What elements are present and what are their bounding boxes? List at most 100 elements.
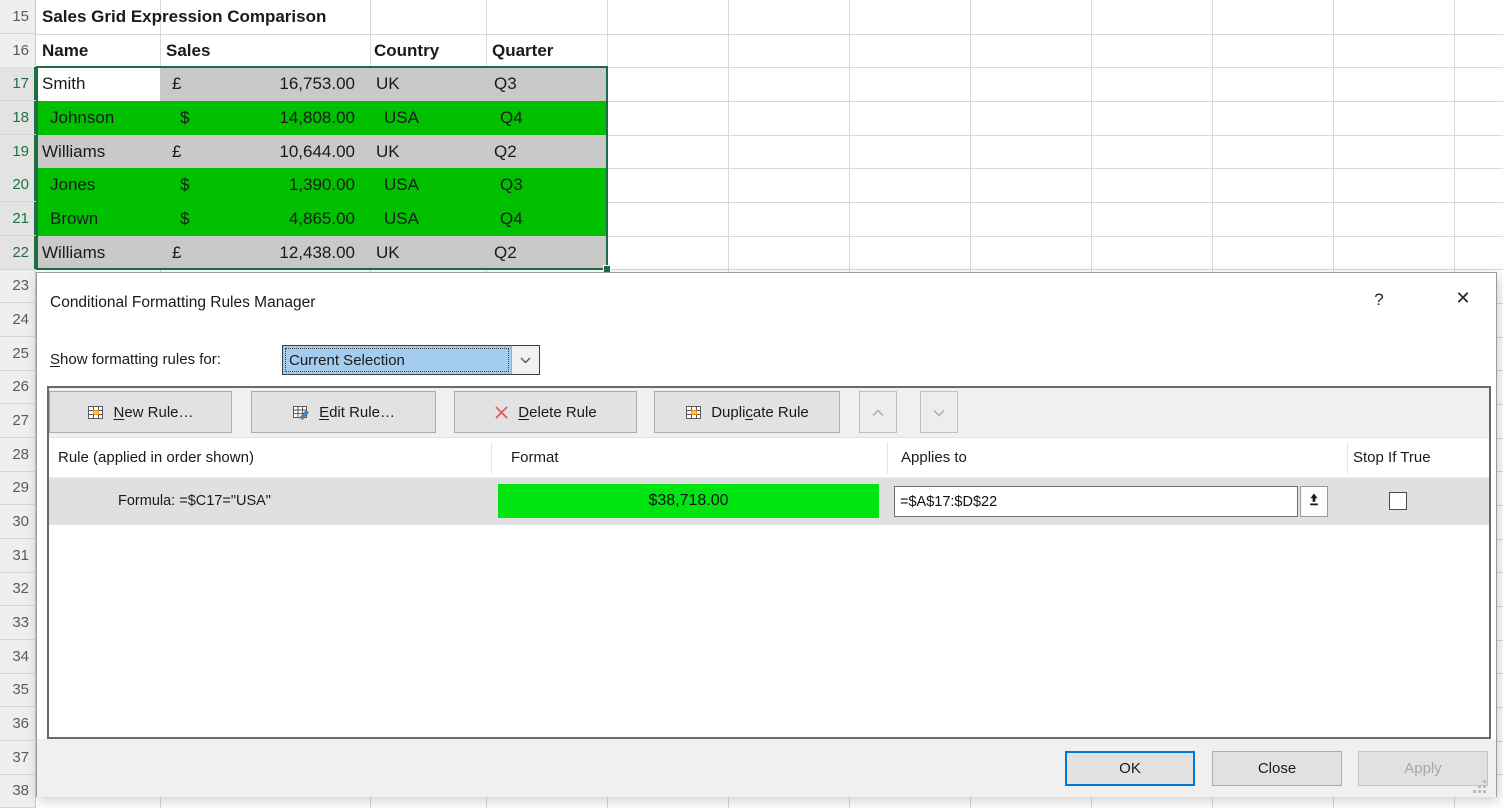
show-rules-dropdown[interactable]: Current Selection [282, 345, 540, 375]
applies-to-input[interactable] [894, 486, 1298, 517]
cell-name[interactable]: Johnson [36, 101, 160, 135]
cell-sales[interactable]: $ 14,808.00 [160, 101, 370, 135]
row-number[interactable]: 19 [0, 134, 36, 169]
sales-amount: 14,808.00 [279, 108, 355, 127]
row-number[interactable]: 18 [0, 101, 36, 135]
row-number[interactable]: 33 [0, 606, 36, 640]
cell-quarter[interactable]: Q2 [486, 235, 607, 270]
table-row: Brown $ 4,865.00 USA Q4 [36, 202, 607, 236]
sales-amount: 4,865.00 [288, 209, 355, 228]
cell-quarter[interactable]: Q4 [486, 101, 607, 135]
currency-symbol: £ [172, 141, 182, 161]
collapse-dialog-arrow-icon [1307, 492, 1321, 511]
row-number[interactable]: 29 [0, 471, 36, 506]
row-number[interactable]: 20 [0, 168, 36, 203]
cell-country[interactable]: USA [370, 168, 486, 203]
help-icon[interactable]: ? [1374, 290, 1384, 309]
dialog-title: Conditional Formatting Rules Manager [50, 294, 316, 311]
rule-format-preview: $38,718.00 [498, 484, 879, 518]
gridline [36, 134, 1503, 136]
column-header-stop-if-true: Stop If True [1353, 449, 1431, 466]
move-rule-up-button[interactable] [859, 391, 897, 433]
cell-quarter[interactable]: Q4 [486, 202, 607, 236]
dropdown-selected-value: Current Selection [283, 346, 511, 374]
rule-description: Formula: =$C17="USA" [118, 493, 271, 509]
row-number[interactable]: 34 [0, 640, 36, 674]
range-picker-button[interactable] [1300, 486, 1328, 517]
chevron-down-icon [933, 404, 945, 421]
row-number[interactable]: 15 [0, 0, 36, 34]
header-country[interactable]: Country [374, 40, 440, 60]
column-separator [887, 442, 888, 474]
cell-country[interactable]: USA [370, 101, 486, 135]
cell-quarter[interactable]: Q2 [486, 134, 607, 169]
table-row: Williams £ 10,644.00 UK Q2 [36, 134, 607, 169]
close-icon[interactable]: ✕ [1455, 288, 1471, 308]
move-rule-down-button[interactable] [920, 391, 958, 433]
row-number[interactable]: 32 [0, 572, 36, 607]
currency-symbol: £ [172, 74, 182, 94]
chevron-down-icon[interactable] [511, 346, 539, 374]
new-rule-button[interactable]: New Rule… [49, 391, 232, 433]
row-number[interactable]: 37 [0, 741, 36, 775]
row-number[interactable]: 16 [0, 34, 36, 68]
cell-quarter[interactable]: Q3 [486, 168, 607, 203]
cell-sales[interactable]: $ 1,390.00 [160, 168, 370, 203]
cell-sales[interactable]: £ 16,753.00 [160, 67, 370, 102]
row-number[interactable]: 35 [0, 673, 36, 708]
red-x-icon [494, 405, 509, 420]
row-number[interactable]: 23 [0, 269, 36, 304]
row-number[interactable]: 25 [0, 337, 36, 371]
cell-title[interactable]: Sales Grid Expression Comparison [42, 7, 327, 26]
cell-sales[interactable]: £ 12,438.00 [160, 235, 370, 270]
cell-sales[interactable]: $ 4,865.00 [160, 202, 370, 236]
stop-if-true-checkbox[interactable] [1389, 492, 1407, 510]
cell-name[interactable]: Jones [36, 168, 160, 203]
row-number[interactable]: 38 [0, 774, 36, 808]
currency-symbol: $ [180, 175, 190, 195]
cell-name[interactable]: Smith [36, 67, 160, 102]
cell-country[interactable]: UK [370, 134, 486, 169]
row-number[interactable]: 36 [0, 707, 36, 741]
header-name[interactable]: Name [42, 40, 89, 60]
currency-symbol: $ [180, 209, 190, 228]
column-separator [1347, 442, 1348, 474]
cell-country[interactable]: USA [370, 202, 486, 236]
duplicate-rule-button[interactable]: Duplicate Rule [654, 391, 840, 433]
cell-name[interactable]: Williams [36, 134, 160, 169]
chevron-up-icon [872, 404, 884, 421]
cell-name[interactable]: Brown [36, 202, 160, 236]
column-header-format: Format [511, 449, 559, 466]
edit-rule-button[interactable]: Edit Rule… [251, 391, 436, 433]
row-number[interactable]: 27 [0, 404, 36, 438]
header-sales[interactable]: Sales [166, 40, 211, 60]
cell-country[interactable]: UK [370, 67, 486, 102]
close-button[interactable]: Close [1212, 751, 1342, 786]
resize-grip[interactable] [1473, 780, 1487, 798]
row-number[interactable]: 31 [0, 539, 36, 573]
column-separator [491, 442, 492, 474]
row-number[interactable]: 21 [0, 202, 36, 236]
sales-amount: 10,644.00 [279, 141, 355, 161]
row-number[interactable]: 24 [0, 303, 36, 337]
cell-sales[interactable]: £ 10,644.00 [160, 134, 370, 169]
gridline [36, 101, 1503, 102]
row-number[interactable]: 22 [0, 235, 36, 270]
delete-rule-button[interactable]: Delete Rule [454, 391, 637, 433]
ok-button[interactable]: OK [1065, 751, 1195, 786]
row-number[interactable]: 30 [0, 505, 36, 539]
cell-country[interactable]: UK [370, 235, 486, 270]
header-quarter[interactable]: Quarter [492, 40, 554, 60]
rule-row[interactable]: Formula: =$C17="USA" $38,718.00 [49, 478, 1489, 525]
duplicate-rule-label: Duplicate Rule [711, 403, 809, 421]
apply-button[interactable]: Apply [1358, 751, 1488, 786]
row-number[interactable]: 17 [0, 67, 36, 102]
dialog-footer: OK Close Apply [37, 739, 1496, 797]
new-rule-label: New Rule… [113, 403, 194, 421]
cell-quarter[interactable]: Q3 [486, 67, 607, 102]
cell-name[interactable]: Williams [36, 235, 160, 270]
row-number[interactable]: 28 [0, 438, 36, 472]
sales-amount: 1,390.00 [288, 175, 355, 195]
row-number[interactable]: 26 [0, 370, 36, 405]
